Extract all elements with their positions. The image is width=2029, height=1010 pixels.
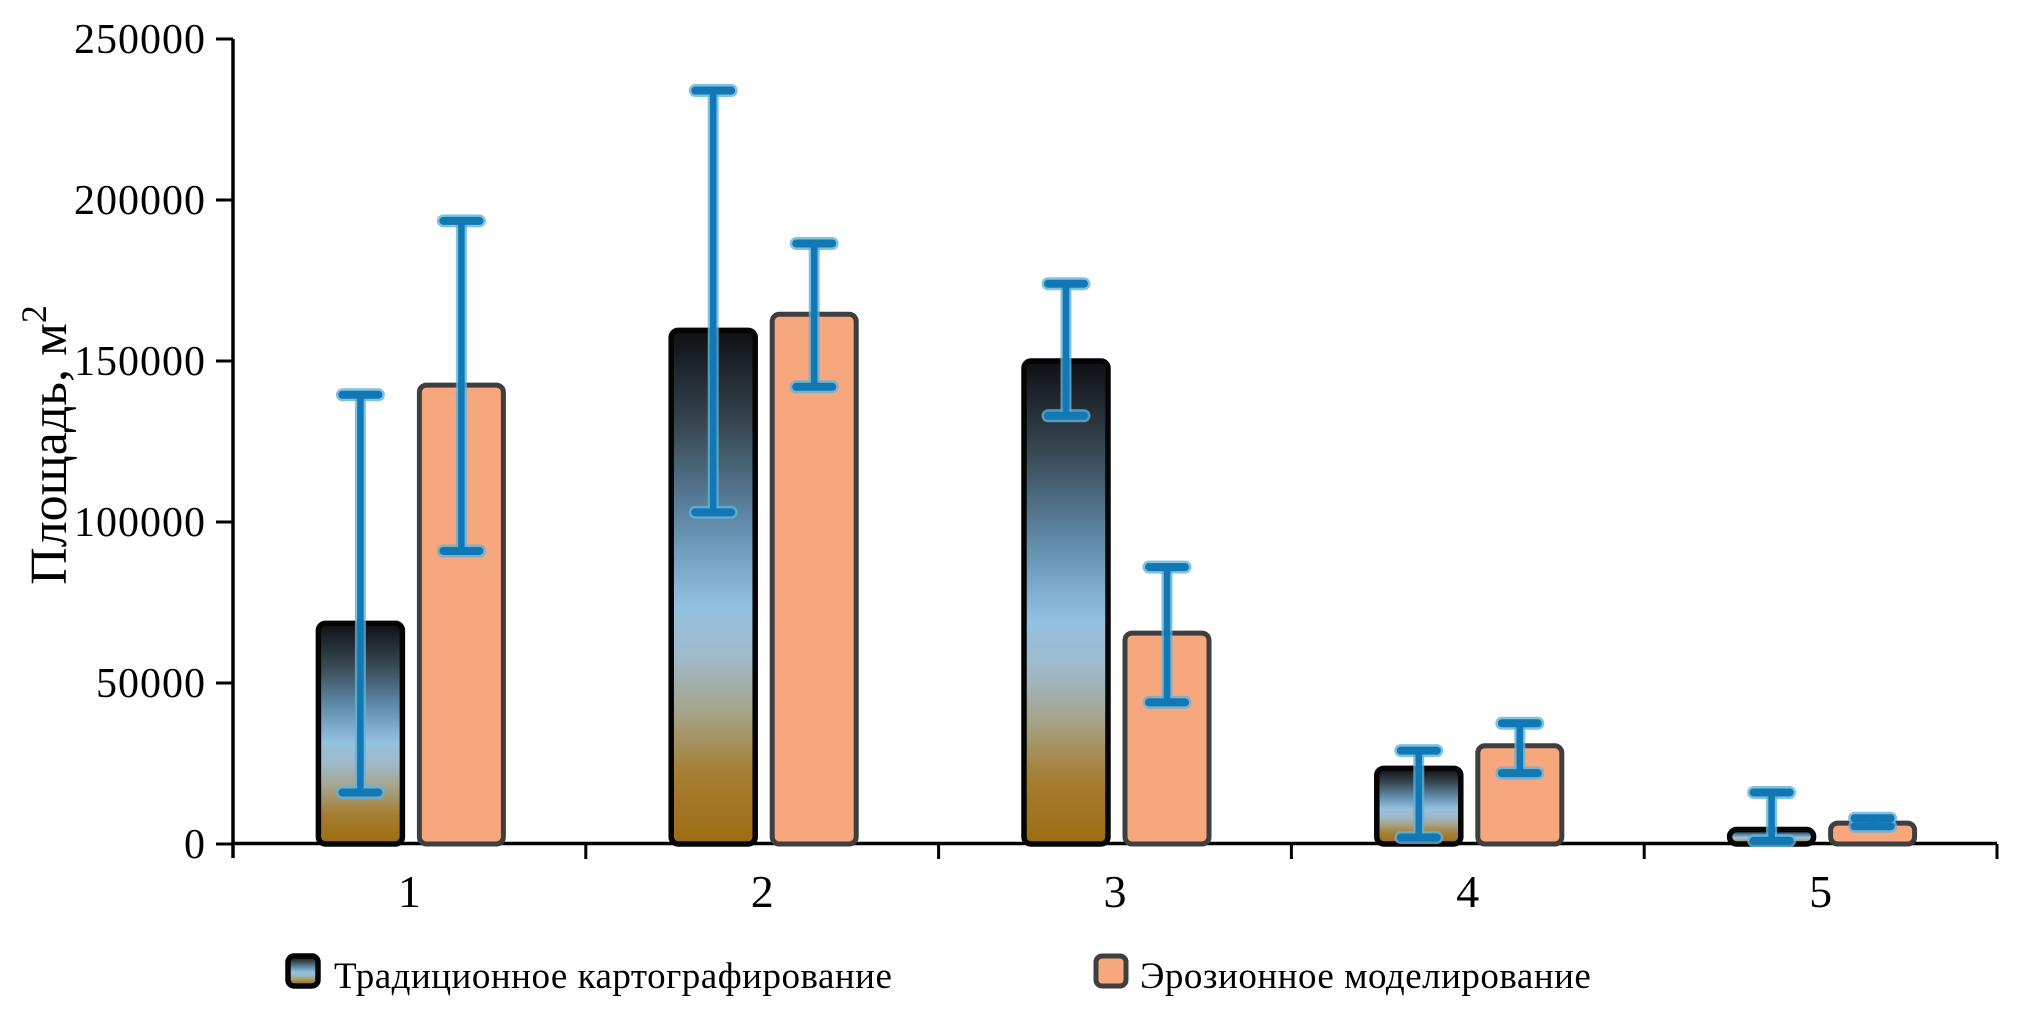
error-bar-series2-cat3 [1142, 560, 1192, 709]
x-category-label: 5 [1809, 866, 1832, 917]
legend-swatch-series1 [285, 953, 321, 989]
x-category-label: 1 [398, 866, 421, 917]
error-bar-series2-cat2 [789, 236, 839, 394]
error-bar-series2-cat1 [436, 214, 486, 558]
error-bar-series1-cat2 [688, 84, 738, 519]
y-tick-label: 200000 [74, 178, 206, 224]
legend-label-series2: Эрозионное моделирование [1140, 956, 1591, 997]
y-tick-label: 50000 [96, 661, 206, 707]
y-axis-title: Площадь, м2 [14, 305, 78, 585]
error-bar-series2-cat5 [1848, 811, 1898, 833]
legend: Традиционное картографирование Эрозионное… [285, 953, 1591, 997]
x-category-label: 4 [1456, 866, 1479, 917]
error-bar-series1-cat5 [1747, 785, 1797, 848]
y-tick-label: 0 [184, 822, 206, 868]
bars [315, 311, 1918, 847]
axes: 0 50000 100000 150000 200000 250000 [74, 17, 1999, 868]
y-tick-label: 250000 [74, 17, 206, 63]
y-tick-label: 100000 [74, 500, 206, 546]
error-bar-series2-cat4 [1495, 716, 1545, 780]
legend-label-series1: Традиционное картографирование [334, 956, 892, 997]
legend-swatch-series2 [1093, 953, 1129, 989]
bar-series2-cat2 [769, 311, 859, 847]
bar-series1-cat3 [1021, 358, 1111, 847]
x-category-label: 2 [751, 866, 774, 917]
error-bar-series1-cat3 [1041, 277, 1091, 423]
error-bar-series1-cat1 [335, 388, 385, 799]
error-bars [335, 84, 1898, 848]
error-bar-series1-cat4 [1394, 744, 1444, 845]
x-category-label: 3 [1104, 866, 1127, 917]
y-tick-label: 150000 [74, 339, 206, 385]
